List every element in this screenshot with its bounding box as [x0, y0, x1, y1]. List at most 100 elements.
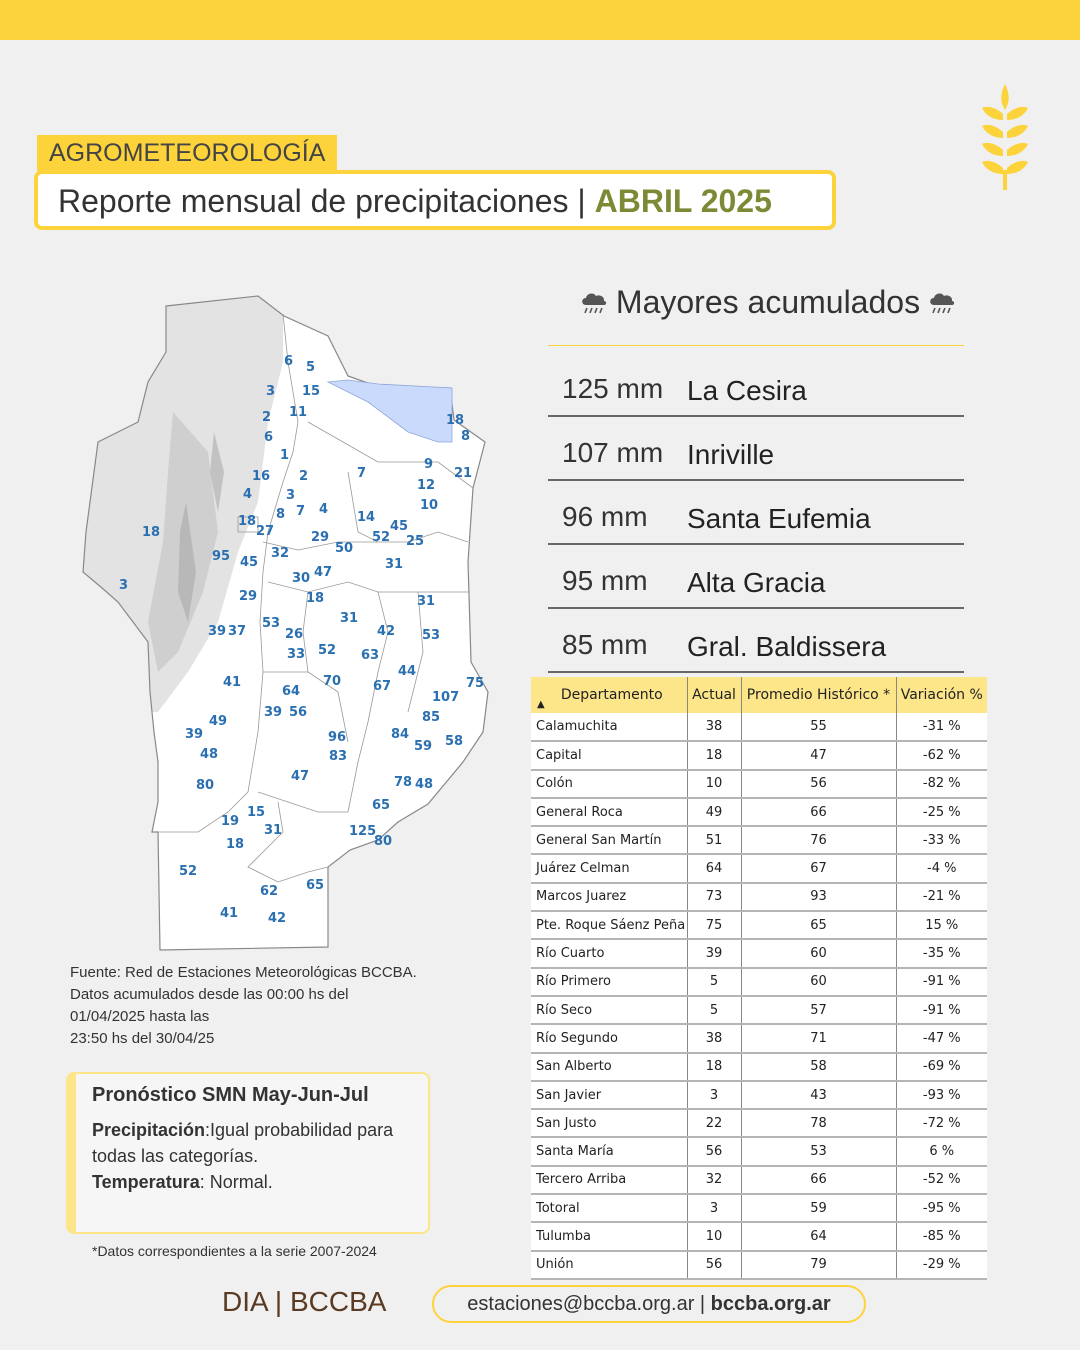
cell-departamento: General San Martín — [531, 826, 688, 856]
cell-variacion: -25 % — [896, 797, 987, 828]
header-label: Promedio Histórico * — [746, 687, 891, 703]
map-value-label: 48 — [200, 747, 219, 762]
cell-actual: 49 — [687, 797, 742, 828]
cell-promedio: 59 — [741, 1194, 897, 1224]
table-row: San Justo 22 78 -72 % — [531, 1109, 987, 1139]
map-value-label: 7 — [357, 466, 367, 481]
map-value-label: 8 — [276, 507, 286, 522]
website-link[interactable]: bccba.org.ar — [710, 1293, 831, 1315]
map-value-label: 1 — [280, 448, 290, 463]
cell-departamento: San Alberto — [531, 1052, 688, 1082]
source-note: Fuente: Red de Estaciones Meteorológicas… — [70, 962, 450, 1050]
cell-departamento: Totoral — [531, 1194, 688, 1224]
table-row: Colón 10 56 -82 % — [531, 769, 987, 799]
cell-variacion: -21 % — [896, 882, 987, 913]
cell-promedio: 66 — [741, 1165, 897, 1196]
map-value-label: 67 — [373, 679, 392, 694]
map-value-label: 83 — [329, 749, 348, 764]
cell-departamento: Tulumba — [531, 1222, 688, 1252]
sort-asc-icon[interactable]: ▲ — [537, 699, 545, 710]
forecast-box: Pronóstico SMN May-Jun-Jul Precipitación… — [66, 1072, 430, 1234]
temp-text: : Normal. — [199, 1172, 273, 1192]
map-value-label: 4 — [319, 502, 329, 517]
map-value-label: 44 — [398, 664, 417, 679]
cell-promedio: 66 — [741, 797, 897, 828]
cell-variacion: -91 % — [896, 967, 987, 997]
cell-promedio: 78 — [741, 1109, 897, 1139]
map-value-label: 53 — [422, 628, 441, 643]
forecast-temp: Temperatura: Normal. — [92, 1169, 414, 1195]
forecast-precip: Precipitación:Igual probabilidad para to… — [92, 1117, 414, 1169]
precip-text: :Igual probabilidad para todas las categ… — [92, 1120, 394, 1166]
map-value-label: 31 — [417, 594, 436, 609]
map-value-label: 125 — [349, 824, 377, 839]
cell-departamento: Río Primero — [531, 967, 688, 997]
cell-actual: 5 — [687, 967, 742, 997]
column-header-variacion[interactable]: Variación % — [896, 677, 987, 713]
map-value-label: 29 — [311, 530, 330, 545]
cell-promedio: 79 — [741, 1250, 897, 1280]
rank-row: 125 mm La Cesira — [548, 353, 964, 417]
map-value-label: 19 — [221, 814, 240, 829]
map-value-label: 2 — [262, 410, 272, 425]
map-value-label: 3 — [266, 384, 276, 399]
cell-promedio: 76 — [741, 826, 897, 856]
map-value-label: 39 — [208, 624, 227, 639]
map-value-label: 70 — [323, 674, 342, 689]
map-value-label: 31 — [340, 611, 359, 626]
source-line: Fuente: Red de Estaciones Meteorológicas… — [70, 964, 417, 981]
table-row: General Roca 49 66 -25 % — [531, 797, 987, 828]
map-value-label: 58 — [445, 734, 464, 749]
table-row: Capital 18 47 -62 % — [531, 741, 987, 771]
column-header-actual[interactable]: Actual — [687, 677, 742, 713]
table-row: Unión 56 79 -29 % — [531, 1250, 987, 1280]
cell-departamento: Santa María — [531, 1137, 688, 1167]
map-value-label: 8 — [461, 429, 471, 444]
table-row: Totoral 3 59 -95 % — [531, 1194, 987, 1224]
department-table: ▲ Departamento Actual Promedio Histórico … — [531, 677, 987, 1280]
cell-actual: 39 — [687, 939, 742, 969]
map-value-label: 107 — [432, 690, 460, 705]
cell-departamento: Colón — [531, 769, 688, 799]
title-prefix: Reporte mensual de precipitaciones | — [58, 183, 595, 219]
map-value-label: 37 — [228, 624, 247, 639]
map-value-label: 18 — [306, 591, 325, 606]
rain-cloud-icon — [930, 293, 955, 313]
cell-variacion: -69 % — [896, 1052, 987, 1082]
cell-variacion: -31 % — [896, 713, 987, 743]
column-header-departamento[interactable]: ▲ Departamento — [531, 677, 688, 713]
map-value-label: 85 — [422, 710, 441, 725]
map-value-label: 47 — [314, 565, 333, 580]
cell-promedio: 53 — [741, 1137, 897, 1167]
top-accent-bar — [0, 0, 1080, 40]
cell-departamento: Marcos Juarez — [531, 882, 688, 913]
rank-amount: 107 mm — [562, 437, 664, 468]
map-value-label: 42 — [268, 911, 287, 926]
map-value-label: 4 — [243, 487, 253, 502]
map-value-label: 14 — [357, 510, 376, 525]
email-link[interactable]: estaciones@bccba.org.ar — [467, 1293, 695, 1315]
map-value-label: 84 — [391, 727, 410, 742]
header-label: Actual — [692, 687, 736, 703]
cell-promedio: 55 — [741, 713, 897, 743]
table-row: Pte. Roque Sáenz Peña 75 65 15 % — [531, 911, 987, 941]
map-value-label: 2 — [299, 469, 309, 484]
map-value-label: 12 — [417, 478, 436, 493]
cell-variacion: -82 % — [896, 769, 987, 799]
table-row: San Alberto 18 58 -69 % — [531, 1052, 987, 1082]
map-value-label: 52 — [372, 530, 391, 545]
cell-departamento: Calamuchita — [531, 713, 688, 743]
map-value-label: 50 — [335, 541, 354, 556]
cell-actual: 10 — [687, 769, 742, 799]
rank-place: Santa Eufemia — [687, 503, 871, 534]
cell-promedio: 60 — [741, 967, 897, 997]
cell-variacion: -35 % — [896, 939, 987, 969]
map-value-label: 80 — [196, 778, 215, 793]
cell-variacion: -4 % — [896, 854, 987, 884]
map-value-label: 52 — [179, 864, 198, 879]
map-value-label: 7 — [296, 504, 306, 519]
column-header-promedio[interactable]: Promedio Histórico * — [741, 677, 897, 713]
cell-variacion: -93 % — [896, 1080, 987, 1111]
cell-actual: 64 — [687, 854, 742, 884]
map-value-label: 27 — [256, 524, 275, 539]
